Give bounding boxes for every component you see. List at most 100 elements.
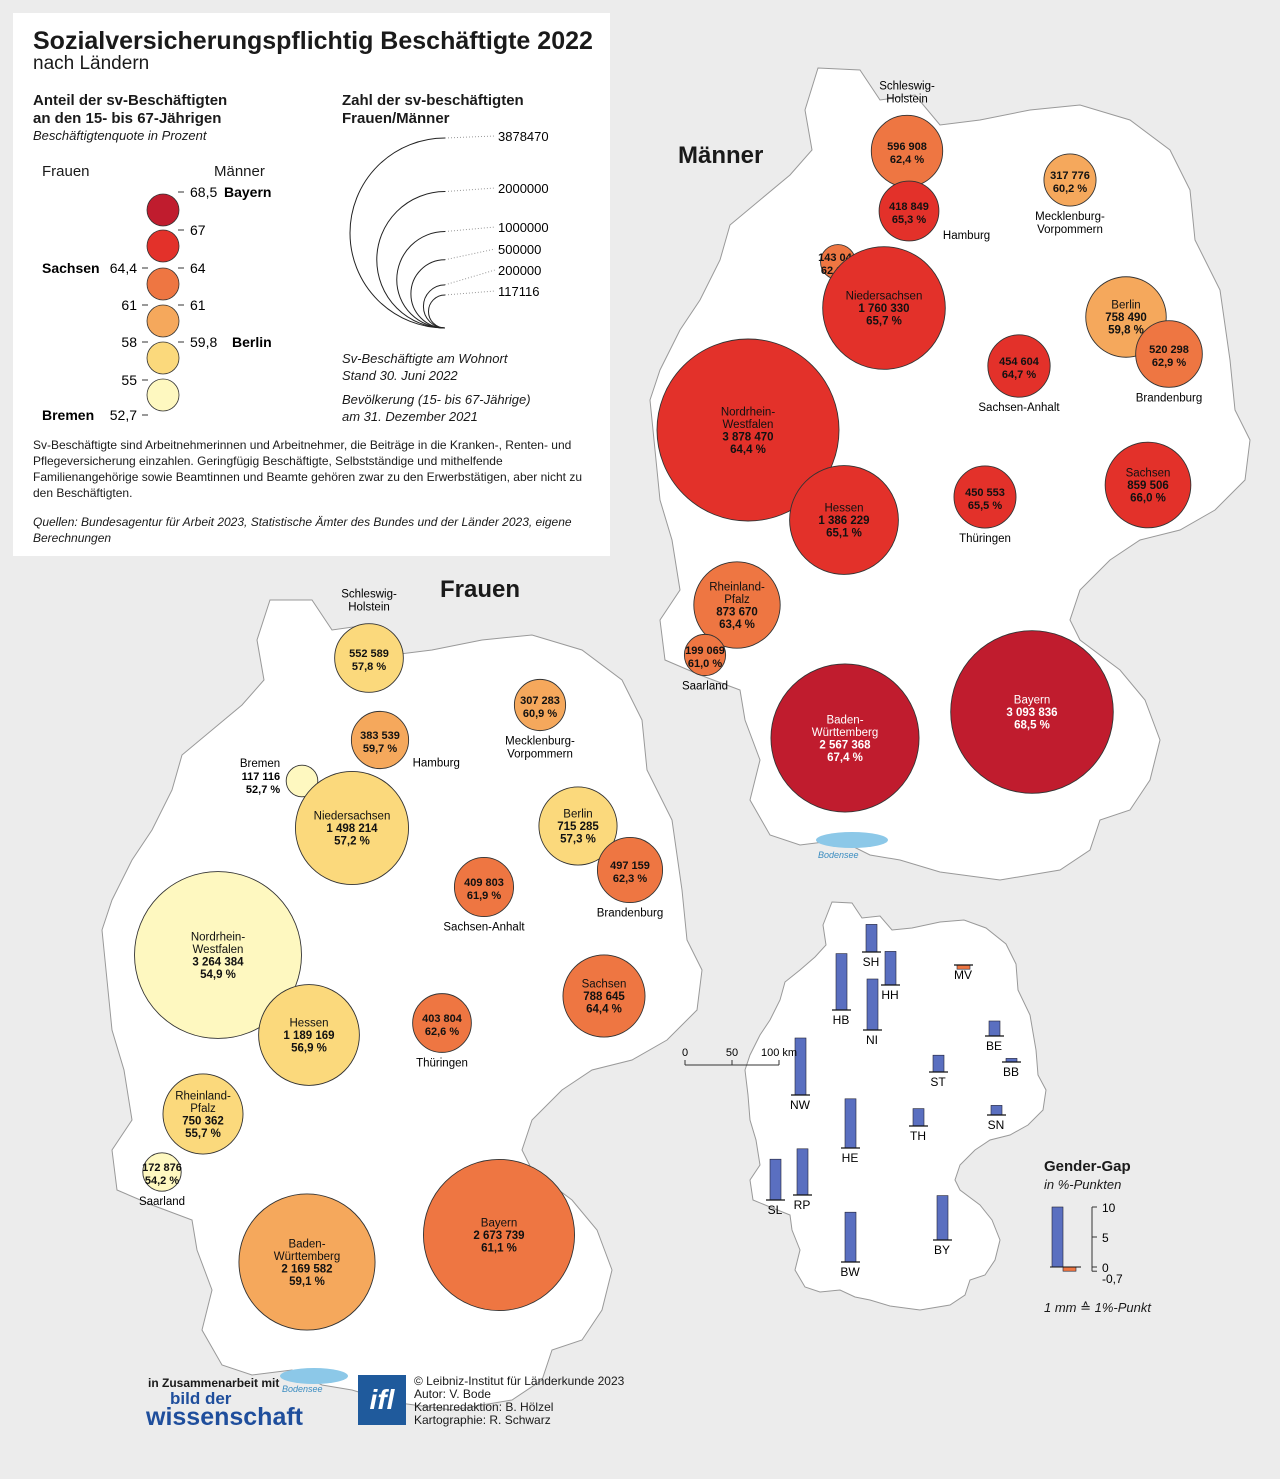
scale-label-women: Bremen bbox=[42, 407, 94, 423]
scale-class-circle bbox=[146, 193, 180, 227]
scale-value-men: 64 bbox=[190, 260, 206, 276]
gap-bar-by bbox=[936, 1195, 949, 1241]
women-label: 2 169 582 bbox=[281, 1263, 332, 1275]
women-name: Saarland bbox=[139, 1196, 185, 1208]
men-map-title: Männer bbox=[678, 142, 764, 169]
size-legend-arc bbox=[410, 259, 446, 329]
men-name: Thüringen bbox=[959, 533, 1011, 545]
men-label: 64,4 % bbox=[730, 444, 766, 456]
scale-bar: 0 50 100 km bbox=[682, 1047, 797, 1066]
women-label: 2 673 739 bbox=[473, 1230, 524, 1242]
gap-label-mv: MV bbox=[954, 968, 972, 982]
men-name: Brandenburg bbox=[1136, 392, 1203, 404]
men-circle bbox=[656, 338, 840, 522]
gap-scale-bar bbox=[1051, 1206, 1064, 1268]
gap-label-ni: NI bbox=[866, 1033, 878, 1047]
men-label: Rheinland- bbox=[709, 581, 765, 593]
men-name: Schleswig- bbox=[879, 80, 935, 92]
count-title-line2: Frauen/Männer bbox=[342, 110, 450, 127]
women-label: Nordrhein- bbox=[191, 931, 245, 943]
men-label: 65,7 % bbox=[866, 316, 902, 328]
women-label: 54,9 % bbox=[200, 969, 236, 981]
men-value: 454 604 bbox=[999, 356, 1040, 368]
gap-bar-hb bbox=[835, 953, 848, 1011]
scale-value-men: 67 bbox=[190, 222, 206, 238]
women-value: 497 159 bbox=[610, 860, 650, 872]
size-legend-arc bbox=[427, 294, 446, 329]
legend-col-men: Männer bbox=[214, 163, 265, 180]
gap-label-st: ST bbox=[930, 1075, 946, 1089]
count-title-line1: Zahl der sv-beschäftigten bbox=[342, 92, 524, 109]
scale-value-women: 52,7 bbox=[110, 407, 137, 423]
women-value: 409 803 bbox=[464, 877, 504, 889]
men-label: Berlin bbox=[1111, 300, 1140, 312]
size-legend-value: 3878470 bbox=[498, 129, 549, 144]
men-name: Saarland bbox=[682, 681, 728, 693]
men-circle bbox=[1135, 320, 1203, 388]
women-name: Bremen bbox=[240, 758, 280, 770]
women-pct: 62,6 % bbox=[425, 1026, 459, 1038]
legend-col-women: Frauen bbox=[42, 163, 90, 180]
women-label: 750 362 bbox=[182, 1115, 224, 1127]
partner-logo: bild der bbox=[170, 1390, 231, 1407]
women-label: 55,7 % bbox=[185, 1128, 221, 1140]
gap-label-hb: HB bbox=[833, 1013, 850, 1027]
size-legend-arc bbox=[349, 137, 446, 329]
women-lake-label: Bodensee bbox=[282, 1384, 323, 1394]
women-label: Pfalz bbox=[190, 1103, 216, 1115]
men-pct: 62,9 % bbox=[1152, 357, 1186, 369]
men-label: 67,4 % bbox=[827, 752, 863, 764]
men-pct: 60,2 % bbox=[1053, 183, 1087, 195]
men-label: Hessen bbox=[825, 503, 864, 515]
color-scale-legend: 68,5 Bayern 67 64 61 59,8 Berlin 64,4 Sachsen 61 5… bbox=[42, 129, 549, 423]
size-legend-value: 1000000 bbox=[498, 220, 549, 235]
men-value: 596 908 bbox=[887, 141, 927, 153]
men-value: 199 069 bbox=[685, 645, 725, 657]
men-value: 520 298 bbox=[1149, 344, 1189, 356]
explanation-text: Sv-Beschäftigte sind Arbeitnehmerinnen u… bbox=[33, 438, 582, 500]
note1-line1: Sv-Beschäftigte am Wohnort bbox=[342, 351, 508, 366]
gap-subtitle: in %-Punkten bbox=[1044, 1177, 1122, 1192]
share-title-line1: Anteil der sv-Beschäftigten bbox=[33, 92, 228, 109]
gap-bar-hh bbox=[884, 951, 897, 986]
men-label: Pfalz bbox=[724, 594, 750, 606]
scale-class-circle bbox=[146, 229, 180, 263]
note2-line1: Bevölkerung (15- bis 67-Jährige) bbox=[342, 392, 531, 407]
men-label: Westfalen bbox=[723, 419, 774, 431]
men-name: Sachsen-Anhalt bbox=[978, 402, 1060, 414]
scale-class-circle bbox=[146, 267, 180, 301]
men-label: 59,8 % bbox=[1108, 325, 1144, 337]
gap-germany-outline bbox=[744, 901, 1047, 1311]
gap-scale-note: 1 mm ≙ 1%-Punkt bbox=[1044, 1300, 1151, 1315]
credit-line-author: Autor: V. Bode bbox=[414, 1387, 491, 1401]
count-legend-title: Zahl der sv-beschäftigten Frauen/Männer bbox=[342, 92, 524, 128]
scale-value-women: 55 bbox=[121, 372, 137, 388]
men-lake-bodensee bbox=[816, 832, 888, 848]
scale-class-circle bbox=[146, 378, 180, 412]
men-label: Nordrhein- bbox=[721, 406, 775, 418]
gap-scale-label: -0,7 bbox=[1102, 1272, 1123, 1286]
men-label: Sachsen bbox=[1126, 468, 1171, 480]
women-label: Württemberg bbox=[274, 1251, 340, 1263]
men-circle bbox=[953, 465, 1017, 529]
women-pct: 57,8 % bbox=[352, 661, 386, 673]
scalebar-label: 50 bbox=[726, 1047, 738, 1059]
gap-title: Gender-Gap bbox=[1044, 1158, 1131, 1175]
men-value: 317 776 bbox=[1050, 170, 1090, 182]
women-label: 56,9 % bbox=[291, 1043, 327, 1055]
women-label: 1 189 169 bbox=[283, 1030, 334, 1042]
legend-note-population: Bevölkerung (15- bis 67-Jährige) am 31. … bbox=[342, 391, 531, 425]
page-subtitle: nach Ländern bbox=[33, 53, 150, 74]
gap-bar-sl bbox=[769, 1158, 782, 1201]
scale-value-women: 58 bbox=[121, 334, 137, 350]
women-label: 1 498 214 bbox=[326, 823, 378, 835]
scale-label-men: Bayern bbox=[224, 184, 271, 200]
men-circle bbox=[789, 465, 899, 575]
credit-line-cartography: Kartographie: R. Schwarz bbox=[414, 1413, 551, 1427]
gap-label-bw: BW bbox=[840, 1265, 860, 1279]
men-label: Baden- bbox=[826, 714, 863, 726]
gap-scale-label: 0 bbox=[1102, 1261, 1109, 1275]
men-lake-label: Bodensee bbox=[818, 850, 859, 860]
